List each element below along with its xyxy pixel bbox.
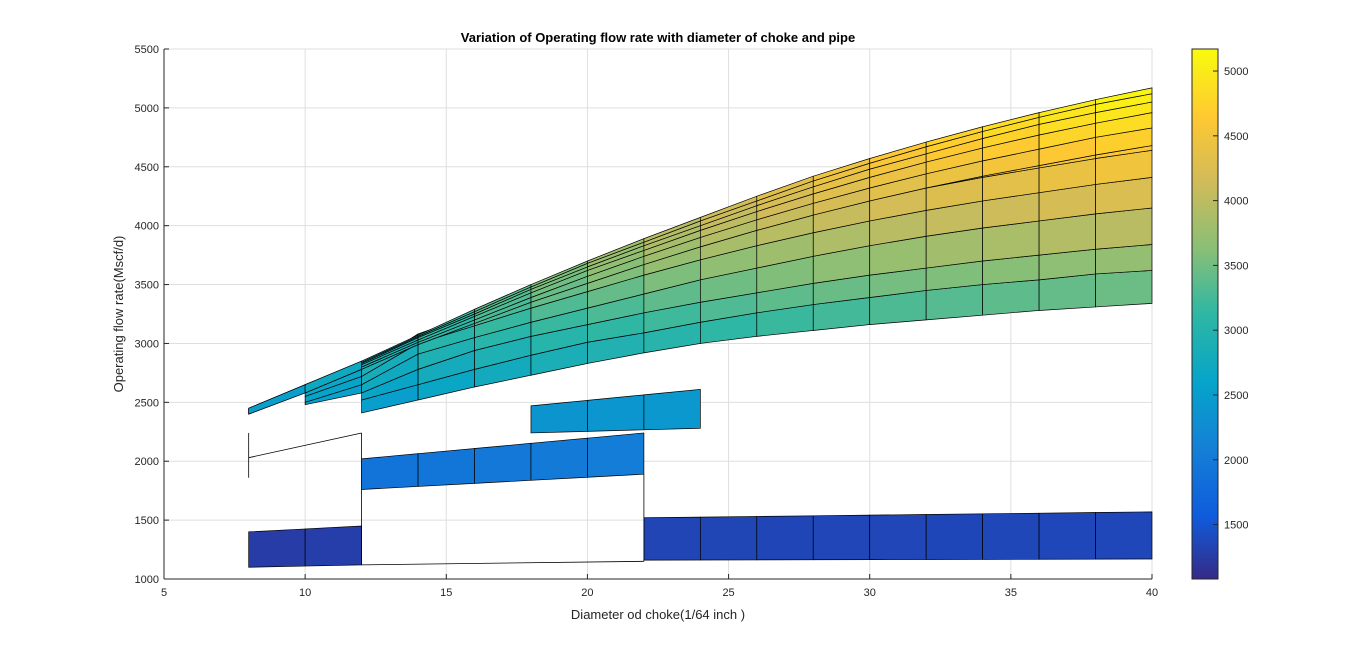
surface-cell [248, 528, 306, 568]
surface-cell [587, 394, 645, 432]
surface-cell [925, 513, 983, 560]
surface-cell [643, 388, 701, 431]
surface-cell [530, 399, 588, 434]
x-tick-label: 5 [161, 587, 167, 599]
surface-cell [982, 512, 1040, 560]
x-tick-label: 20 [581, 587, 593, 599]
plot-area: 5 10 15 20 25 30 35 40 1000 1500 2000 2500 3000 3500 4… [135, 44, 1159, 599]
y-axis-label: Operating flow rate(Mscf/d) [111, 236, 126, 393]
surface-cell [361, 453, 419, 490]
surface-cell [304, 360, 362, 394]
y-tick-label: 4000 [135, 221, 159, 233]
colorbar-tick-label: 4500 [1224, 131, 1248, 143]
y-tick-label: 1500 [135, 515, 159, 527]
colorbar-tick-label: 1500 [1224, 520, 1248, 532]
x-tick-label: 35 [1005, 587, 1017, 599]
y-tick-label: 5000 [135, 103, 159, 115]
surface-cell [417, 448, 475, 487]
surface-cell [304, 525, 362, 567]
surface-cell [699, 516, 758, 561]
surface-cell [1095, 511, 1153, 560]
surface-edge-line [361, 560, 644, 566]
surface-cell [812, 514, 871, 561]
surface-cell [756, 515, 814, 561]
surface-cell [1038, 273, 1096, 311]
surface-cell [869, 514, 927, 560]
colorbar-tick-label: 2500 [1224, 390, 1248, 402]
y-tick-label: 2000 [135, 456, 159, 468]
surface-cell [1095, 87, 1153, 105]
y-tick-label: 2500 [135, 397, 159, 409]
surface-cell [530, 437, 588, 481]
y-tick-label: 3000 [135, 338, 159, 350]
colorbar: 1500 2000 2500 3000 3500 4000 4500 5000 [1191, 48, 1248, 580]
y-tick-label: 1000 [135, 574, 159, 586]
x-tick-label: 40 [1146, 587, 1158, 599]
surface-edge-line [248, 432, 362, 459]
y-tick-label: 5500 [135, 44, 159, 56]
surface-cell [982, 279, 1040, 316]
x-axis-label: Diameter od choke(1/64 inch ) [571, 607, 745, 622]
colorbar-tick-label: 3000 [1224, 325, 1248, 337]
x-tick-label: 30 [864, 587, 876, 599]
surface-cell [1095, 207, 1153, 250]
colorbar-tick-label: 3500 [1224, 260, 1248, 272]
x-tick-label: 15 [440, 587, 452, 599]
surface-cell [643, 516, 701, 561]
x-tick-label: 25 [722, 587, 734, 599]
surface-cell [587, 432, 645, 478]
colorbar-ticks: 1500 2000 2500 3000 3500 4000 4500 5000 [1213, 66, 1248, 532]
colorbar-tick-label: 2000 [1224, 455, 1248, 467]
colorbar-gradient [1191, 48, 1219, 580]
y-tick-label: 4500 [135, 162, 159, 174]
x-tick-label: 10 [299, 587, 311, 599]
surface-cell [1095, 270, 1153, 308]
colorbar-tick-label: 5000 [1224, 66, 1248, 78]
colorbar-tick-label: 4000 [1224, 196, 1248, 208]
surface-cell [1095, 244, 1153, 275]
chart-title: Variation of Operating flow rate with di… [461, 30, 855, 45]
surface-cell [474, 442, 532, 484]
surface-cell [1038, 512, 1096, 560]
y-tick-label: 3500 [135, 280, 159, 292]
